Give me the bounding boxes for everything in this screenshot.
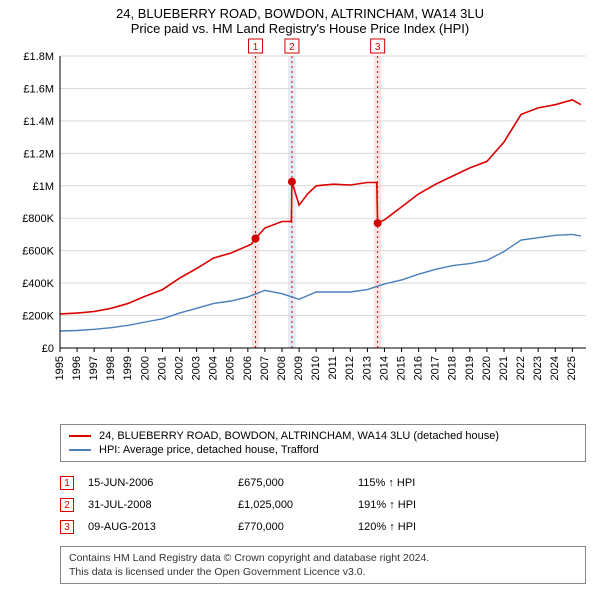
svg-text:2016: 2016	[413, 356, 425, 380]
svg-text:2004: 2004	[208, 356, 220, 380]
legend-swatch	[69, 449, 91, 451]
sales-table: 1 15-JUN-2006 £675,000 115% ↑ HPI 2 31-J…	[60, 472, 586, 538]
svg-text:2022: 2022	[515, 356, 527, 380]
sale-marker-icon: 1	[60, 476, 74, 490]
svg-text:2006: 2006	[242, 356, 254, 380]
svg-text:2018: 2018	[447, 356, 459, 380]
svg-text:1996: 1996	[71, 356, 83, 380]
sale-vs-hpi: 115% ↑ HPI	[358, 477, 586, 489]
svg-text:£1.8M: £1.8M	[23, 51, 54, 63]
svg-text:2017: 2017	[430, 356, 442, 380]
legend-label: HPI: Average price, detached house, Traf…	[99, 444, 319, 456]
sale-row: 3 09-AUG-2013 £770,000 120% ↑ HPI	[60, 516, 586, 538]
sale-row: 2 31-JUL-2008 £1,025,000 191% ↑ HPI	[60, 494, 586, 516]
svg-text:£600K: £600K	[22, 246, 54, 258]
attribution: Contains HM Land Registry data © Crown c…	[60, 546, 586, 584]
svg-text:2012: 2012	[344, 356, 356, 380]
svg-text:2003: 2003	[191, 356, 203, 380]
svg-text:2010: 2010	[310, 356, 322, 380]
svg-text:2008: 2008	[276, 356, 288, 380]
svg-text:£800K: £800K	[22, 213, 54, 225]
price-chart: £0 £200K £400K £600K £800K £1M £1.2M £1.4M £1.6M…	[0, 38, 600, 418]
sale-marker-icon: 2	[60, 498, 74, 512]
sale-price: £770,000	[238, 521, 358, 533]
legend-swatch	[69, 435, 91, 437]
svg-text:£1.4M: £1.4M	[23, 116, 54, 128]
title-subtitle: Price paid vs. HM Land Registry's House …	[10, 21, 590, 36]
sale-price: £675,000	[238, 477, 358, 489]
svg-text:1998: 1998	[105, 356, 117, 380]
sale-price: £1,025,000	[238, 499, 358, 511]
sale-date: 15-JUN-2006	[88, 477, 238, 489]
svg-text:£0: £0	[42, 343, 54, 355]
sale-vs-hpi: 191% ↑ HPI	[358, 499, 586, 511]
legend-item: 24, BLUEBERRY ROAD, BOWDON, ALTRINCHAM, …	[69, 429, 577, 443]
svg-text:2001: 2001	[156, 356, 168, 380]
title-address: 24, BLUEBERRY ROAD, BOWDON, ALTRINCHAM, …	[10, 6, 590, 21]
svg-text:2014: 2014	[378, 356, 390, 380]
attribution-line: Contains HM Land Registry data © Crown c…	[69, 551, 577, 565]
sale-row: 1 15-JUN-2006 £675,000 115% ↑ HPI	[60, 472, 586, 494]
svg-text:1997: 1997	[88, 356, 100, 380]
svg-text:£1.6M: £1.6M	[23, 83, 54, 95]
svg-text:£200K: £200K	[22, 311, 54, 323]
svg-text:2025: 2025	[566, 356, 578, 380]
svg-text:2011: 2011	[327, 356, 339, 380]
svg-text:1: 1	[253, 42, 259, 53]
sale-vs-hpi: 120% ↑ HPI	[358, 521, 586, 533]
sale-marker-icon: 3	[60, 520, 74, 534]
legend: 24, BLUEBERRY ROAD, BOWDON, ALTRINCHAM, …	[60, 424, 586, 462]
svg-text:2020: 2020	[481, 356, 493, 380]
svg-text:2002: 2002	[173, 356, 185, 380]
svg-text:2007: 2007	[259, 356, 271, 380]
title-block: 24, BLUEBERRY ROAD, BOWDON, ALTRINCHAM, …	[0, 0, 600, 38]
page-root: 24, BLUEBERRY ROAD, BOWDON, ALTRINCHAM, …	[0, 0, 600, 592]
svg-text:2: 2	[289, 42, 295, 53]
svg-text:2013: 2013	[361, 356, 373, 380]
svg-text:2023: 2023	[532, 356, 544, 380]
svg-text:£1M: £1M	[33, 181, 54, 193]
legend-label: 24, BLUEBERRY ROAD, BOWDON, ALTRINCHAM, …	[99, 430, 499, 442]
svg-text:2005: 2005	[225, 356, 237, 380]
svg-text:2024: 2024	[549, 356, 561, 380]
svg-text:2021: 2021	[498, 356, 510, 380]
sale-date: 31-JUL-2008	[88, 499, 238, 511]
legend-item: HPI: Average price, detached house, Traf…	[69, 443, 577, 457]
svg-text:2019: 2019	[464, 356, 476, 380]
svg-text:2009: 2009	[293, 356, 305, 380]
svg-text:£1.2M: £1.2M	[23, 148, 54, 160]
svg-text:2015: 2015	[395, 356, 407, 380]
svg-text:£400K: £400K	[22, 278, 54, 290]
attribution-line: This data is licensed under the Open Gov…	[69, 565, 577, 579]
sale-date: 09-AUG-2013	[88, 521, 238, 533]
svg-text:3: 3	[375, 42, 381, 53]
svg-text:1995: 1995	[54, 356, 66, 380]
svg-text:2000: 2000	[139, 356, 151, 380]
svg-text:1999: 1999	[122, 356, 134, 380]
chart-area: £0 £200K £400K £600K £800K £1M £1.2M £1.4M £1.6M…	[0, 38, 600, 418]
